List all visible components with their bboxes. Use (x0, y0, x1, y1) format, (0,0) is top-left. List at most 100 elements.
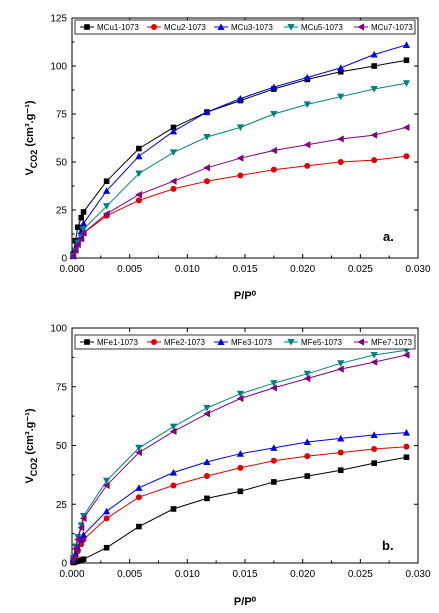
data-point (169, 468, 178, 476)
y-axis-label: VCO2 (cm³.g⁻¹) (24, 100, 39, 175)
data-point (103, 178, 110, 184)
data-point (71, 246, 79, 254)
data-point (203, 458, 211, 466)
data-point (371, 460, 377, 466)
data-point (78, 214, 85, 221)
data-point (403, 443, 410, 450)
data-point (79, 531, 88, 538)
data-point (103, 481, 110, 490)
data-point (203, 164, 210, 172)
data-point (135, 191, 142, 199)
data-point (370, 431, 378, 438)
data-point (236, 390, 244, 398)
series-line (72, 44, 407, 257)
data-point (270, 83, 278, 91)
legend-label: MFe1-1073 (97, 338, 138, 347)
data-point (79, 226, 88, 233)
y-axis-label: VCO2 (cm³.g⁻¹) (24, 408, 39, 483)
data-point (270, 444, 278, 451)
data-point (270, 384, 277, 392)
series-MFe2-1073 (70, 443, 410, 564)
data-point (270, 146, 277, 155)
x-tick-label: 0.010 (175, 264, 200, 275)
legend-marker (151, 24, 157, 30)
legend-label: MCu1-1073 (97, 23, 139, 32)
legend-marker (357, 23, 365, 31)
data-point (402, 41, 411, 48)
data-point (135, 444, 143, 452)
data-point (403, 153, 410, 160)
data-point (79, 514, 87, 522)
legend-label: MFe2-1073 (164, 338, 205, 347)
data-point (271, 479, 277, 485)
chart-panel-b: 0 25 50 75 100 0.000 0.005 0.010 0.015 0.020 0.025… (24, 324, 431, 609)
data-point (103, 477, 111, 485)
data-point (403, 57, 410, 64)
legend-label: MCu5-1073 (301, 23, 343, 32)
data-point (203, 404, 211, 412)
panel-label: b. (382, 538, 394, 553)
chart-panel-a: 0 25 50 75 100 125 0.000 0.005 0.010 0.015 0.020 0.… (24, 14, 431, 303)
data-point (103, 203, 111, 210)
data-point (303, 438, 311, 446)
data-point (136, 145, 142, 152)
data-point (370, 351, 378, 359)
x-tick-label: 0.000 (59, 569, 84, 580)
data-point (74, 240, 81, 249)
x-tick-label: 0.025 (348, 569, 373, 580)
data-point (80, 209, 87, 215)
data-point (169, 177, 177, 185)
data-point (236, 450, 244, 457)
legend-label: MCu3-1073 (231, 23, 273, 32)
legend-marker (217, 23, 225, 31)
data-point (402, 123, 410, 132)
data-point (74, 558, 81, 564)
data-point (135, 152, 143, 160)
data-point (103, 187, 111, 194)
plot-frame (71, 327, 419, 564)
data-point (169, 127, 178, 135)
legend-box (74, 19, 416, 35)
data-point (170, 482, 177, 489)
data-point (403, 454, 410, 461)
data-point (103, 544, 110, 551)
data-point (74, 224, 81, 231)
legend-label: MFe3-1073 (231, 338, 272, 347)
data-point (136, 523, 142, 530)
data-point (370, 50, 378, 58)
data-point (337, 135, 344, 143)
y-tick-label: 100 (50, 62, 67, 73)
data-point (169, 427, 177, 435)
data-point (203, 410, 210, 418)
y-tick-label: 75 (56, 382, 68, 393)
legend-marker (217, 338, 225, 346)
x-axis-label: P/P⁰ (234, 290, 257, 302)
y-tick-label: 125 (50, 14, 67, 25)
data-point (203, 133, 211, 141)
legend-marker (84, 339, 90, 345)
x-tick-label: 0.020 (290, 264, 315, 275)
data-point (303, 141, 311, 149)
data-point (402, 351, 410, 359)
data-point (236, 394, 244, 403)
panel-label: a. (383, 229, 394, 244)
x-tick-label: 0.015 (232, 264, 257, 275)
data-point (135, 197, 142, 204)
legend-label: MFe7-1073 (371, 338, 412, 347)
data-point (402, 80, 411, 87)
data-point (103, 210, 110, 218)
data-point (337, 449, 344, 456)
data-point (135, 170, 143, 178)
data-point (270, 380, 278, 387)
legend: MCu1-1073 MCu2-1073 MCu3-1073 MCu5-1073 MCu7… (74, 19, 416, 35)
series-MFe3-1073 (69, 428, 411, 563)
data-point (303, 370, 311, 378)
series-line (72, 82, 407, 257)
legend: MFe1-1073 MFe2-1073 MFe3-1073 MFe5-1073 MFe7… (74, 334, 416, 350)
legend-marker (287, 23, 295, 31)
data-point (170, 124, 177, 131)
data-point (169, 149, 178, 156)
data-point (371, 157, 378, 164)
y-tick-label: 50 (56, 158, 68, 169)
